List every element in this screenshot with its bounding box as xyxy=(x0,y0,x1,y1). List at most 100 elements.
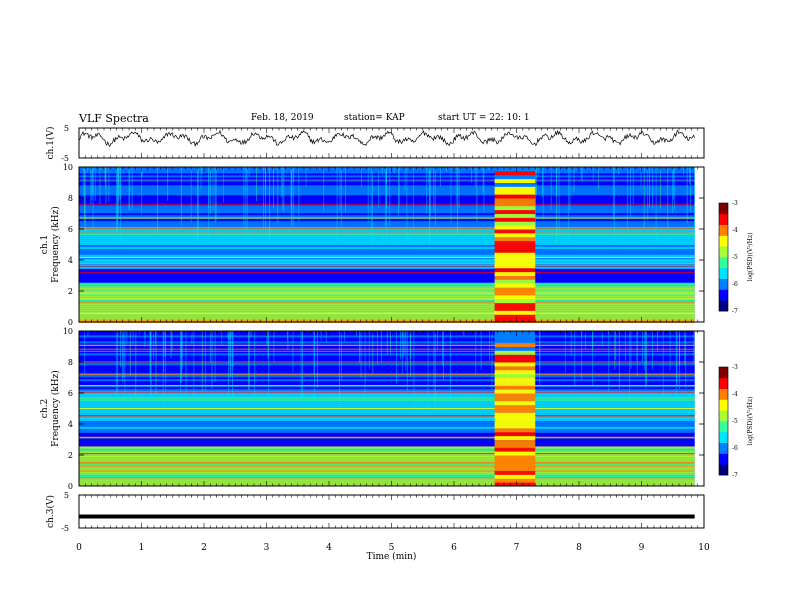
bright-interval-band xyxy=(494,342,536,347)
spectrogram-streak xyxy=(601,331,603,347)
bright-interval-band xyxy=(494,482,536,487)
spectrogram-band xyxy=(79,398,695,402)
spectrogram-streak xyxy=(398,167,400,207)
spectrogram-streak xyxy=(429,167,431,244)
spectrogram-band xyxy=(79,242,695,245)
colorbar-segment xyxy=(719,235,728,247)
colorbar-tick-label: -7 xyxy=(732,472,738,479)
spectrogram-streak xyxy=(556,167,558,243)
spectrogram-streak xyxy=(155,331,157,395)
y-tick-label: 8 xyxy=(68,194,73,203)
spectrogram-band xyxy=(79,254,695,257)
spectrogram-streak xyxy=(248,331,250,390)
spectrogram-streak xyxy=(254,331,256,399)
spectrogram-streak xyxy=(396,331,397,384)
spectrogram-streak xyxy=(440,167,441,187)
colorbar-label: log(PSD)(V²/Hz) xyxy=(747,233,754,282)
spectrogram-streak xyxy=(632,167,634,205)
bright-interval-band xyxy=(494,331,536,336)
bright-interval-band xyxy=(494,287,536,292)
spectrogram-band xyxy=(79,314,695,317)
spectrogram-band xyxy=(79,316,695,319)
spectrogram-streak xyxy=(339,331,340,403)
spectrogram-streak xyxy=(592,167,594,182)
spectrogram-band xyxy=(79,418,695,421)
spectrogram-band xyxy=(79,288,695,291)
spectrogram-streak xyxy=(539,331,541,386)
spectrogram-streak xyxy=(165,331,167,391)
y-tick-label: 4 xyxy=(68,420,73,429)
colorbar-tick-label: -4 xyxy=(732,391,738,398)
spectrogram-streak xyxy=(317,331,318,388)
spectrogram-streak xyxy=(569,167,571,210)
spectrogram-band xyxy=(79,410,695,413)
spectrogram-band xyxy=(79,462,695,465)
spectrogram-streak xyxy=(263,167,264,233)
spectrogram-band xyxy=(79,438,695,441)
spectrogram-line xyxy=(79,302,695,304)
spectrogram-band xyxy=(79,344,695,348)
spectrogram-streak xyxy=(232,331,233,395)
spectrogram-streak xyxy=(116,167,118,232)
spectrogram-streak xyxy=(118,167,120,202)
spectrogram-line xyxy=(79,477,695,479)
spectrogram-line xyxy=(79,217,695,219)
spectrogram-streak xyxy=(690,167,691,211)
bright-interval-band xyxy=(494,451,536,456)
spectrogram-streak xyxy=(91,167,93,200)
spectrogram-streak xyxy=(227,331,229,339)
spectrogram-streak xyxy=(139,331,141,334)
spectrogram-streak xyxy=(463,331,465,336)
spectrogram-streak xyxy=(645,331,647,385)
spectrogram-streak xyxy=(675,331,677,401)
spectrogram-streak xyxy=(325,331,327,343)
y-tick-label: 2 xyxy=(68,287,73,296)
spectrogram-band xyxy=(79,442,695,445)
spectrogram-streak xyxy=(556,167,557,197)
y-tick-label: 6 xyxy=(68,225,73,234)
colorbar-segment xyxy=(719,388,728,400)
spectrogram-streak xyxy=(437,331,438,351)
spectrogram-streak xyxy=(82,167,84,198)
spectrogram-streak xyxy=(384,167,386,227)
spectrogram-streak xyxy=(361,167,362,188)
spectrogram-streak xyxy=(372,331,374,374)
bright-interval-band xyxy=(494,455,536,460)
spectrogram-streak xyxy=(377,331,378,365)
bright-interval-band xyxy=(494,462,536,468)
spectrogram-streak xyxy=(489,331,490,362)
spectrogram-streak xyxy=(642,331,643,363)
spectrogram-streak xyxy=(684,331,686,366)
spectrogram-streak xyxy=(132,331,134,346)
x-tick-label: 8 xyxy=(576,543,582,553)
spectrogram-streak xyxy=(406,167,408,242)
spectrogram-streak xyxy=(292,167,294,182)
station-label: station= KAP xyxy=(344,113,405,123)
colorbar-segment xyxy=(719,464,728,476)
bright-interval-band xyxy=(494,182,536,187)
spectrogram-band xyxy=(79,278,695,281)
spectrogram-streak xyxy=(368,331,370,370)
spectrogram-streak xyxy=(647,167,649,221)
spectrogram-band xyxy=(79,474,695,477)
spectrogram-streak xyxy=(164,331,166,357)
spectrogram-streak xyxy=(672,167,673,214)
spectrogram-streak xyxy=(266,331,268,346)
spectrogram-streak xyxy=(679,331,680,365)
spectrogram-streak xyxy=(694,167,695,238)
bright-interval-band xyxy=(494,431,536,437)
spectrogram-streak xyxy=(573,167,575,193)
x-tick-label: 0 xyxy=(76,543,82,553)
spectrogram-streak xyxy=(608,331,610,392)
bright-interval-band xyxy=(494,205,536,211)
spectrogram-streak xyxy=(581,167,583,183)
spectrogram-band xyxy=(79,422,695,425)
bright-interval-band xyxy=(494,167,536,172)
bright-interval-band xyxy=(494,263,536,269)
spectrogram-band xyxy=(79,402,695,406)
colorbar-segment xyxy=(719,257,728,269)
colorbar-segment xyxy=(719,203,728,215)
spectrogram-streak xyxy=(667,167,669,228)
spectrogram-streak xyxy=(405,331,407,370)
